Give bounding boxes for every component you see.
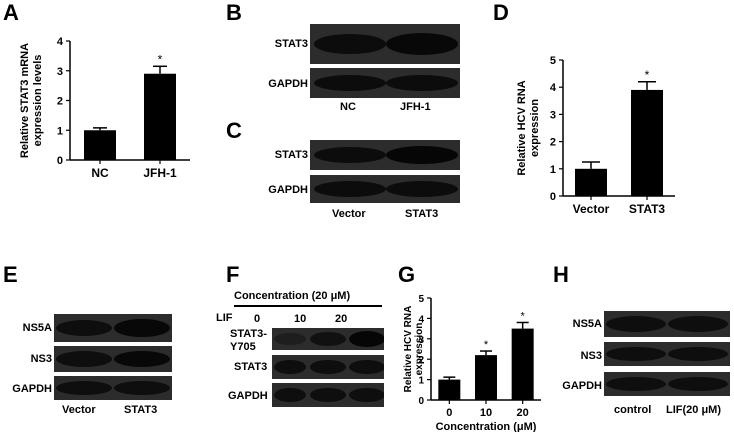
blot-h-row-label: GAPDH <box>562 380 602 392</box>
blot-f-row-label: STAT3 <box>234 361 268 373</box>
blot-b-band-stat3 <box>310 24 460 64</box>
y-axis-label: Relative STAT3 mRNA <box>19 43 31 158</box>
bar <box>631 89 663 196</box>
panel-letter-c: C <box>226 118 242 143</box>
y-tick-label: 0 <box>57 155 63 167</box>
y-tick-label: 1 <box>418 376 424 387</box>
y-tick-label: 4 <box>57 36 64 48</box>
blot-b-lane-label: JFH-1 <box>400 101 431 113</box>
bar <box>84 130 116 160</box>
y-tick-label: 2 <box>550 137 556 149</box>
blot-f-band-gapdh <box>272 383 384 407</box>
blot-c-row-label: STAT3 <box>274 149 308 161</box>
y-axis-label: expression <box>529 99 541 157</box>
blot-f-lif-value: 0 <box>254 313 261 325</box>
panel-letter-b: B <box>226 0 242 25</box>
chart-a: 0 1 2 3 4 Relative STAT3 mRNA expression level… <box>19 36 190 180</box>
blot-c-band-gapdh <box>310 175 460 203</box>
panel-letter-a: A <box>3 0 19 25</box>
blot-f-lif-value: 10 <box>294 313 307 325</box>
blot-e-band-gapdh <box>54 376 172 400</box>
panel-letter-h: H <box>553 262 569 287</box>
x-tick-label: 20 <box>517 407 529 419</box>
blot-f-lif-label: LIF <box>216 312 233 324</box>
y-tick-label: 2 <box>57 96 63 108</box>
y-tick-label: 4 <box>550 82 557 94</box>
bar <box>475 355 497 400</box>
blot-h-band-gapdh <box>604 372 730 396</box>
x-tick-label: 0 <box>446 407 452 419</box>
panel-letter-g: G <box>398 262 416 287</box>
y-tick-label: 4 <box>418 314 424 325</box>
significance-mark: * <box>484 339 489 351</box>
blot-h-band-ns3 <box>604 342 730 366</box>
x-tick-label: JFH-1 <box>143 166 177 180</box>
y-axis-label: Relative HCV RNA <box>516 80 528 175</box>
blot-f-header-line <box>234 305 382 307</box>
y-tick-label: 0 <box>418 396 424 407</box>
blot-h-lane-label: LIF(20 μM) <box>666 404 722 416</box>
chart-d: 0 1 2 3 4 5 Relative HCV RNA expression Vector * S… <box>516 55 675 216</box>
chart-g: 0 1 2 3 4 5 Relative HCV RNA expression 0 * 10 * 20 C… <box>403 294 541 432</box>
y-axis-label: expression levels <box>32 55 44 147</box>
x-tick-label: NC <box>91 166 109 180</box>
y-tick-label: 3 <box>418 335 424 346</box>
bar <box>144 73 176 160</box>
y-tick-label: 3 <box>57 66 63 78</box>
blot-c-row-label: GAPDH <box>268 184 308 196</box>
blot-h-row-label: NS5A <box>572 318 602 330</box>
blot-e-row-label: NS3 <box>30 353 52 365</box>
significance-mark: * <box>521 310 526 322</box>
x-tick-label: Vector <box>573 202 610 216</box>
significance-mark: * <box>645 68 650 82</box>
y-tick-label: 1 <box>57 125 63 137</box>
y-tick-label: 1 <box>550 164 556 176</box>
blot-h-lane-label: control <box>614 404 652 416</box>
x-tick-label: 10 <box>480 407 492 419</box>
bar <box>511 328 534 400</box>
blot-f-band-stat3 <box>272 355 384 379</box>
blot-c-lane-label: Vector <box>332 208 366 220</box>
blot-h-band-ns5a <box>604 311 730 337</box>
bar <box>438 379 461 400</box>
panel-letter-e: E <box>3 262 18 287</box>
y-tick-label: 5 <box>418 294 424 305</box>
y-tick-label: 0 <box>550 191 556 203</box>
panel-letter-f: F <box>226 262 240 287</box>
y-tick-label: 2 <box>418 355 424 366</box>
blot-b-lane-label: NC <box>340 101 356 113</box>
blot-e-row-label: GAPDH <box>12 383 52 395</box>
blot-h-row-label: NS3 <box>580 350 602 362</box>
blot-e-band-ns5a <box>54 314 172 342</box>
y-tick-label: 5 <box>550 55 556 67</box>
blot-c-band-stat3 <box>310 140 460 170</box>
blot-e-band-ns3 <box>54 346 172 372</box>
bar <box>575 168 607 196</box>
x-tick-label: STAT3 <box>629 202 666 216</box>
blot-f-band-stat3-y705 <box>272 328 384 350</box>
blot-e-row-label: NS5A <box>22 322 52 334</box>
blot-e-lane-label: STAT3 <box>124 404 158 416</box>
panel-letter-d: D <box>493 0 509 25</box>
blot-f-row-label: GAPDH <box>228 390 268 402</box>
blot-b-row-label: GAPDH <box>268 78 308 90</box>
blot-f-lif-value: 20 <box>335 313 348 325</box>
blot-b-band-gapdh <box>310 68 460 98</box>
y-axis-label: expression <box>414 323 425 376</box>
x-axis-label: Concentration (μM) <box>436 421 537 432</box>
blot-f-header: Concentration (20 μM) <box>234 290 351 302</box>
y-tick-label: 3 <box>550 109 556 121</box>
blot-e-lane-label: Vector <box>62 404 96 416</box>
blot-f-row-label: STAT3-Y705 <box>230 328 267 353</box>
blot-b-row-label: STAT3 <box>274 38 308 50</box>
y-axis-label: Relative HCV RNA <box>403 306 414 393</box>
significance-mark: * <box>158 52 163 66</box>
blot-c-lane-label: STAT3 <box>405 208 439 220</box>
